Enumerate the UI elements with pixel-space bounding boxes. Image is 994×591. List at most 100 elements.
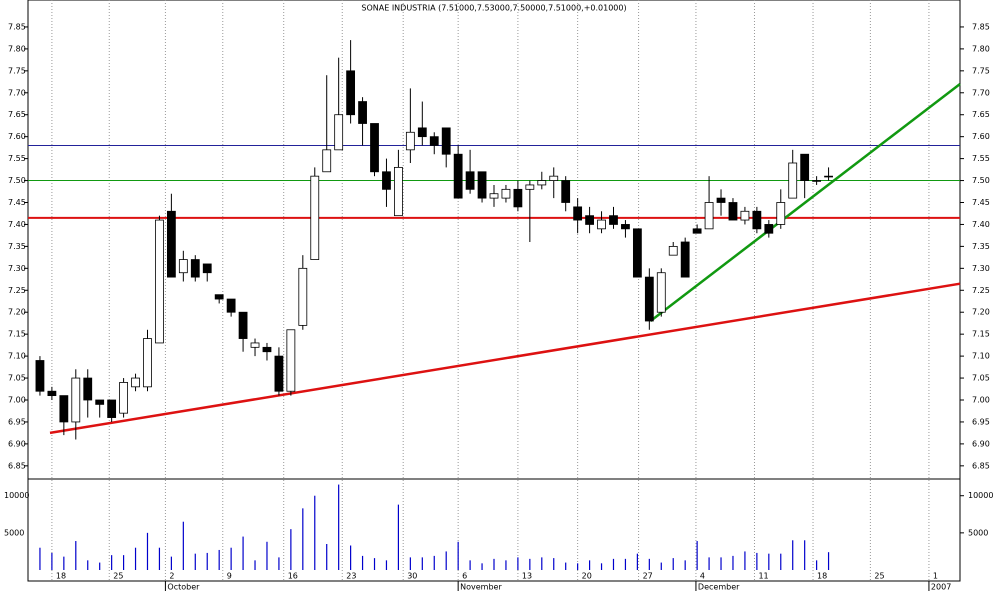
month-label: 2007 — [931, 583, 951, 591]
y-tick-label-right: 7.10 — [972, 352, 990, 361]
x-tick-label: 30 — [407, 572, 417, 581]
y-tick-label-right: 7.45 — [972, 198, 990, 207]
x-tick-label: 4 — [700, 572, 705, 581]
candle-body — [788, 162, 798, 199]
chart-title: SONAE INDUSTRIA (7.51000,7.53000,7.50000… — [361, 4, 626, 13]
candle-body — [644, 276, 654, 322]
y-tick-label: 7.25 — [8, 286, 26, 295]
candle-body — [453, 153, 463, 199]
x-tick-label: 6 — [462, 572, 467, 581]
x-tick-label: 20 — [582, 572, 592, 581]
candle-body — [262, 346, 272, 353]
v-tick-label: 5000 — [4, 528, 24, 537]
candle-body — [370, 123, 379, 173]
y-tick-label: 6.85 — [8, 461, 26, 470]
x-tick-label: 1 — [933, 572, 938, 581]
candle-body — [812, 180, 822, 182]
candle-body — [776, 202, 786, 225]
candle-body — [752, 210, 762, 230]
candle-body — [417, 127, 427, 138]
y-tick-label-right: 7.50 — [972, 176, 990, 185]
candle-body — [764, 224, 774, 234]
month-label: November — [460, 583, 502, 591]
candle-body — [119, 382, 128, 414]
trend-line — [49, 282, 961, 435]
x-tick-label: 16 — [288, 572, 298, 581]
candle-body — [704, 202, 714, 230]
candle-body — [71, 377, 81, 423]
y-tick-label: 7.70 — [8, 88, 26, 97]
candle-body — [716, 197, 726, 203]
y-tick-label-right: 7.15 — [972, 330, 990, 339]
candle-body — [573, 206, 583, 221]
candle-body — [680, 241, 690, 278]
candle-body — [632, 228, 642, 278]
y-tick-label-right: 7.05 — [972, 374, 990, 383]
candle-body — [465, 171, 475, 190]
y-tick-label: 7.05 — [8, 374, 26, 383]
y-tick-label-right: 7.55 — [972, 154, 990, 163]
candle-body — [728, 202, 738, 221]
y-tick-label-right: 6.95 — [972, 417, 990, 426]
y-tick-label: 7.45 — [8, 198, 26, 207]
y-tick-label-right: 7.75 — [972, 66, 990, 75]
candle-body — [155, 219, 164, 344]
candle-body — [740, 210, 750, 221]
candle-body — [178, 259, 188, 274]
candle-body — [143, 338, 152, 388]
x-tick-label: 27 — [643, 572, 653, 581]
candle-body — [250, 342, 260, 348]
candle-body — [513, 188, 523, 208]
candle-body — [525, 184, 535, 190]
y-tick-label: 7.75 — [8, 66, 26, 75]
y-tick-label-right: 6.85 — [972, 461, 990, 470]
y-tick-label-right: 7.70 — [972, 88, 990, 97]
candle-body — [382, 171, 391, 190]
candle-body — [107, 399, 117, 418]
candle-body — [47, 390, 57, 397]
candle-body — [692, 228, 702, 234]
candle-body — [429, 136, 439, 146]
candle-body — [621, 224, 630, 230]
y-tick-label: 7.40 — [8, 220, 26, 229]
y-tick-label: 7.15 — [8, 330, 26, 339]
candle-body — [537, 180, 547, 186]
candle-body — [274, 355, 284, 392]
candle-body — [166, 210, 176, 278]
y-tick-label-right: 7.00 — [972, 396, 990, 405]
candle-body — [226, 298, 236, 313]
v-tick-label-right: 10000 — [968, 491, 993, 500]
candle-body — [800, 153, 810, 181]
candle-body — [214, 294, 224, 300]
x-tick-label: 18 — [817, 572, 827, 581]
candle-body — [405, 131, 415, 151]
v-tick-label-right: 5000 — [968, 528, 988, 537]
y-tick-label: 7.60 — [8, 132, 26, 141]
y-tick-label-right: 7.20 — [972, 308, 990, 317]
x-tick-label: 11 — [758, 572, 768, 581]
plot-frame — [27, 0, 961, 582]
candle-body — [238, 311, 248, 339]
candle-body — [298, 267, 308, 326]
x-tick-label: 13 — [522, 572, 532, 581]
y-tick-label-right: 7.25 — [972, 286, 990, 295]
y-tick-label: 6.90 — [8, 439, 26, 448]
candle-body — [35, 360, 45, 392]
candle-body — [334, 114, 344, 151]
y-tick-label: 7.00 — [8, 396, 26, 405]
candle-body — [824, 175, 833, 178]
y-tick-label: 7.65 — [8, 110, 26, 119]
candle-body — [477, 171, 487, 199]
candle-body — [310, 175, 320, 260]
candle-body — [322, 149, 332, 173]
candle-body — [394, 166, 403, 217]
candle-body — [549, 175, 559, 181]
candle-body — [501, 188, 511, 199]
candle-body — [95, 399, 105, 405]
y-tick-label: 6.95 — [8, 417, 26, 426]
y-tick-label-right: 7.40 — [972, 220, 990, 229]
y-tick-label-right: 7.30 — [972, 264, 990, 273]
candle-body — [656, 272, 666, 313]
y-tick-label-right: 7.60 — [972, 132, 990, 141]
candle-body — [190, 259, 200, 278]
